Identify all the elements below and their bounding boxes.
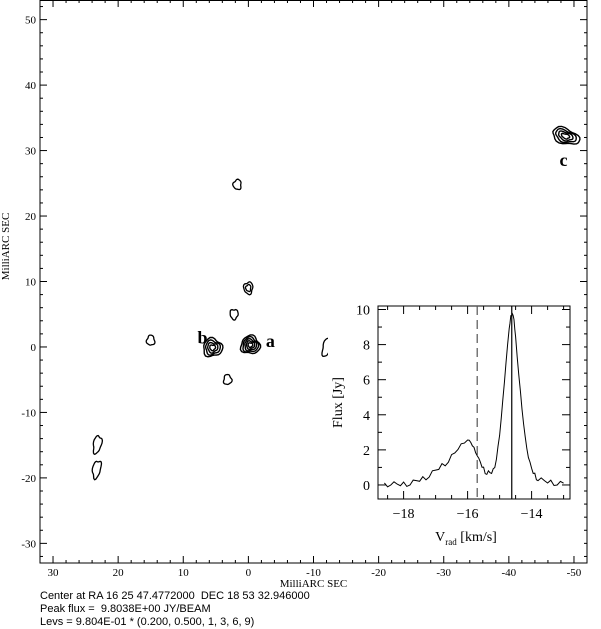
inset-frame bbox=[377, 305, 571, 500]
inset-x-label-main: V bbox=[435, 530, 445, 545]
footer-center-coords: Center at RA 16 25 47.4772000 DEC 18 53 … bbox=[40, 590, 310, 602]
contour-map-tick-labels: 30 20 10 0 -10 -20 -30 -40 -5050403020100-10-20-… bbox=[21, 15, 581, 579]
contour-layer bbox=[91, 125, 581, 481]
contour-level bbox=[242, 335, 260, 353]
inset-x-label-sub: rad bbox=[445, 537, 457, 547]
y-tick-label: -10 bbox=[21, 407, 36, 419]
contour-map-plot: 30 20 10 0 -10 -20 -30 -40 -5050403020100-10-20-… bbox=[0, 0, 588, 590]
x-tick-label: -20 bbox=[371, 567, 386, 579]
y-tick-label: 30 bbox=[25, 146, 37, 158]
contour-level bbox=[232, 178, 242, 191]
y-tick-label: 10 bbox=[25, 277, 37, 289]
x-axis-label: MilliARC SEC bbox=[280, 578, 348, 590]
contour-level bbox=[239, 334, 262, 355]
inset-y-tick-label: 2 bbox=[363, 444, 370, 459]
contour-level bbox=[91, 460, 103, 481]
contour-level bbox=[92, 434, 104, 456]
spectrum-inset: −18 −16 −14 0 2 4 6 8 10 Vrad [km/s] Flux [Jy] bbox=[328, 296, 584, 552]
y-tick-label: 40 bbox=[25, 80, 37, 92]
y-tick-label: -20 bbox=[21, 473, 36, 485]
contour-level bbox=[206, 341, 219, 354]
contour-level bbox=[209, 344, 217, 352]
contour-level bbox=[145, 334, 156, 346]
footer-peak-flux: Peak flux = 9.8038E+00 JY/BEAM bbox=[40, 603, 211, 615]
contour-level bbox=[242, 281, 254, 296]
contour-level bbox=[244, 283, 252, 293]
inset-x-tick-label: −16 bbox=[457, 507, 479, 522]
x-tick-label: 30 bbox=[48, 567, 60, 579]
x-tick-label: -30 bbox=[436, 567, 451, 579]
inset-y-axis-label: Flux [Jy] bbox=[331, 377, 346, 428]
contour-level bbox=[205, 339, 221, 356]
x-tick-label: -10 bbox=[306, 567, 321, 579]
inset-ticks bbox=[378, 306, 570, 499]
component-labels: a b c bbox=[198, 150, 568, 351]
contour-level bbox=[557, 130, 574, 142]
contour-level bbox=[222, 373, 233, 386]
y-tick-label: 20 bbox=[25, 211, 37, 223]
y-tick-label: -30 bbox=[21, 538, 36, 550]
contour-level bbox=[245, 339, 256, 351]
x-tick-label: -50 bbox=[567, 567, 582, 579]
y-tick-label: 0 bbox=[31, 342, 37, 354]
x-tick-label: 0 bbox=[246, 567, 252, 579]
contour-level bbox=[552, 125, 581, 145]
contour-level bbox=[203, 336, 224, 358]
inset-x-label-unit: [km/s] bbox=[457, 530, 497, 545]
contour-level bbox=[560, 132, 571, 140]
inset-x-tick-label: −18 bbox=[393, 507, 415, 522]
component-label-a: a bbox=[266, 331, 275, 351]
inset-y-tick-label: 4 bbox=[363, 409, 370, 424]
contour-level bbox=[229, 308, 239, 321]
spectrum-line bbox=[384, 312, 564, 488]
y-axis-label: MilliARC SEC bbox=[0, 213, 12, 281]
inset-x-tick-label: −14 bbox=[521, 507, 543, 522]
inset-y-tick-label: 6 bbox=[363, 374, 370, 389]
contour-level bbox=[247, 342, 254, 349]
footer-levels: Levs = 9.804E-01 * (0.200, 0.500, 1, 3, … bbox=[40, 616, 255, 628]
x-tick-label: 10 bbox=[178, 567, 190, 579]
inset-y-tick-label: 10 bbox=[356, 304, 370, 319]
component-label-b: b bbox=[198, 328, 208, 348]
inset-vertical-lines bbox=[476, 306, 513, 499]
y-tick-label: 50 bbox=[25, 15, 37, 27]
x-tick-label: 20 bbox=[113, 567, 125, 579]
x-tick-label: -40 bbox=[502, 567, 517, 579]
inset-background bbox=[328, 296, 584, 552]
component-label-c: c bbox=[560, 150, 568, 170]
contour-level bbox=[244, 337, 258, 352]
contour-level bbox=[554, 127, 577, 144]
inset-x-axis-label: Vrad [km/s] bbox=[435, 530, 497, 547]
inset-y-tick-label: 8 bbox=[363, 339, 370, 354]
inset-y-tick-label: 0 bbox=[363, 479, 370, 494]
inset-tick-labels: −18 −16 −14 0 2 4 6 8 10 bbox=[356, 304, 543, 522]
